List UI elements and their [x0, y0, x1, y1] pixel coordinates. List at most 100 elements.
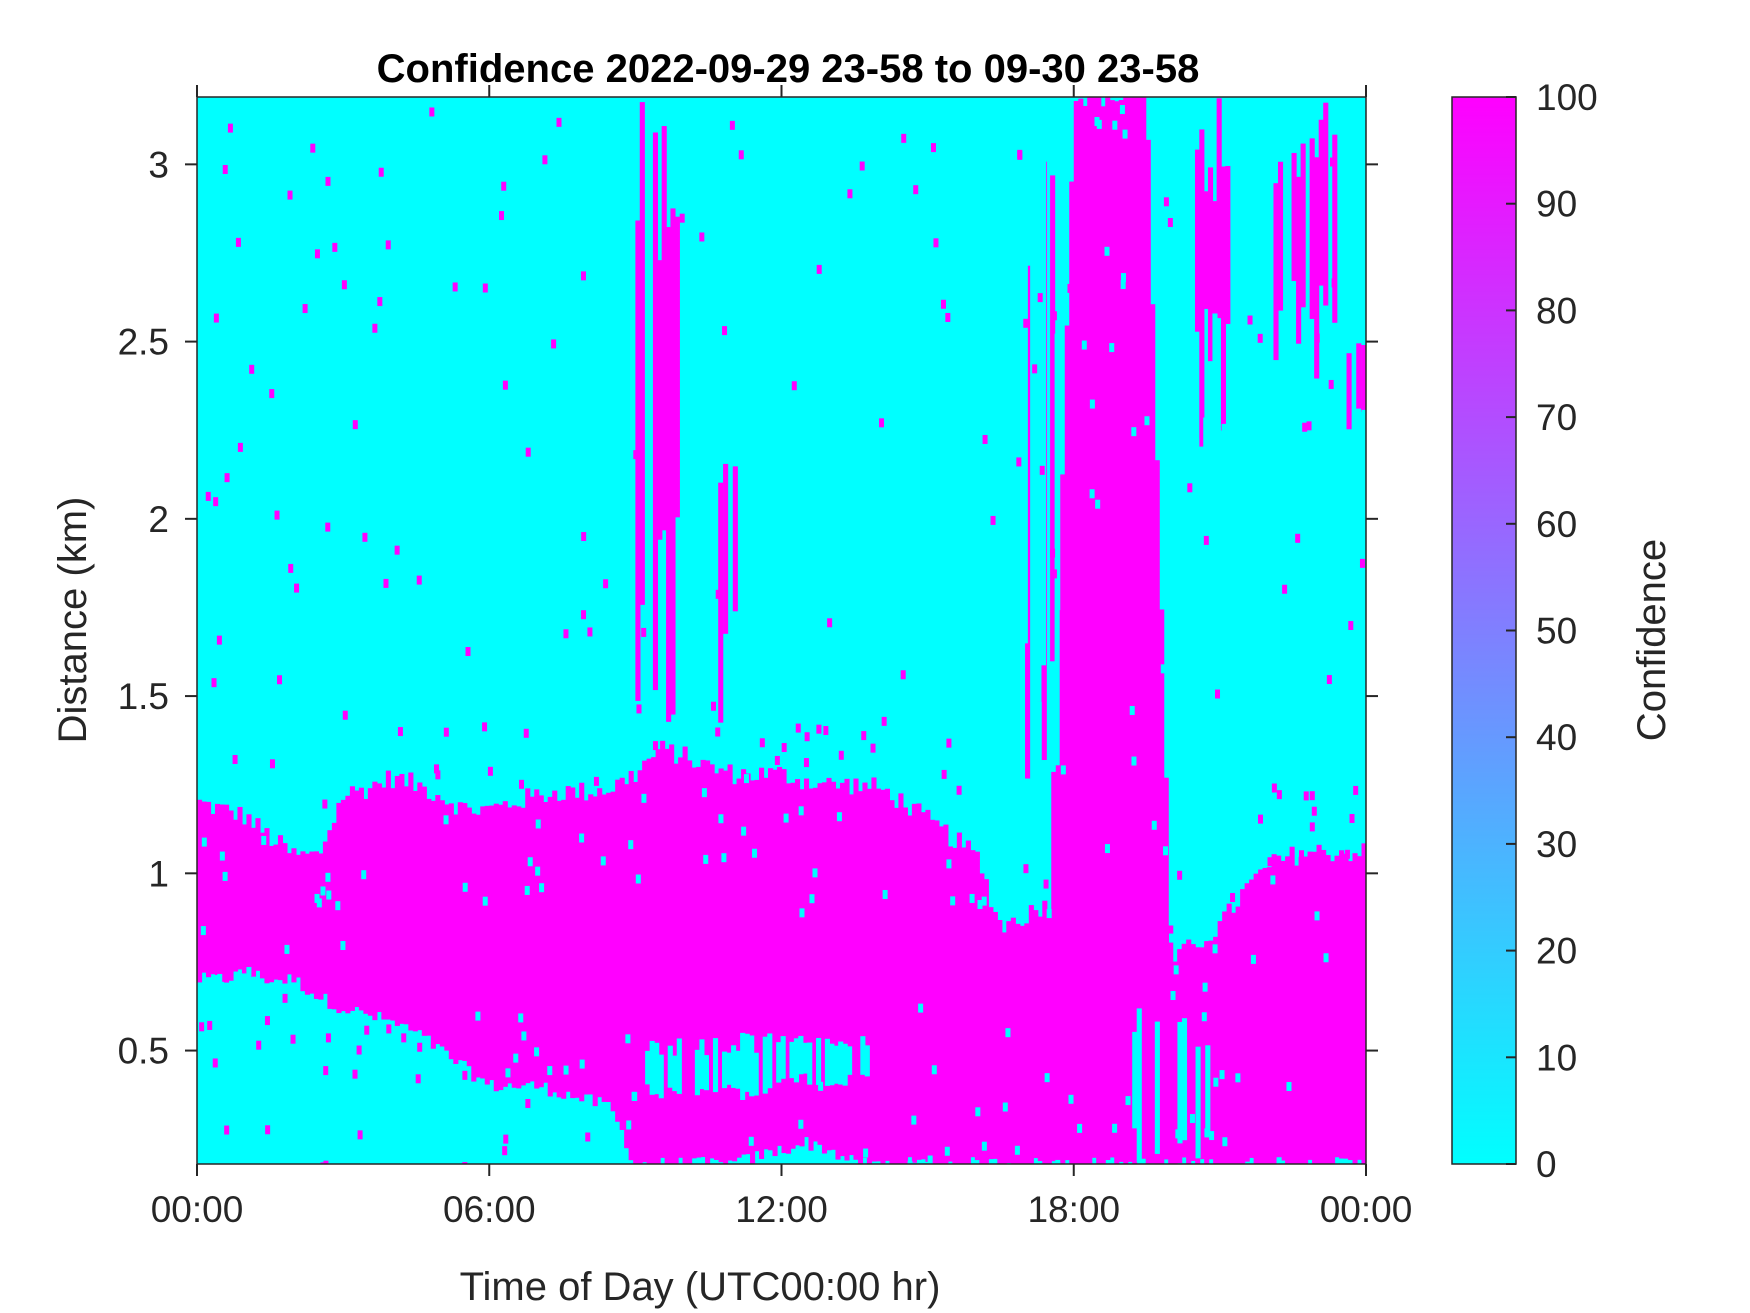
high-confidence-cell-column	[768, 768, 774, 1151]
high-confidence-cell-column	[1064, 325, 1070, 1161]
high-confidence-cell-column	[750, 780, 756, 1164]
high-confidence-cell-column	[228, 810, 234, 981]
cyan-band	[645, 1032, 773, 1101]
high-confidence-cell-column	[682, 746, 688, 1164]
high-confidence-cell-column	[1109, 100, 1115, 1158]
high-confidence-cell-column	[1073, 100, 1079, 1164]
high-confidence-cell-column	[264, 828, 270, 984]
high-confidence-cell-column	[1186, 939, 1192, 1164]
high-confidence-cell-column	[1213, 936, 1219, 1164]
high-confidence-cell-column	[619, 777, 625, 1130]
y-tick-label: 1	[148, 853, 169, 894]
high-confidence-cell-column	[718, 768, 724, 1163]
high-confidence-cell-column	[412, 790, 418, 1032]
high-confidence-cell-column	[502, 801, 508, 1087]
high-confidence-cell-column	[1244, 883, 1250, 1162]
high-confidence-cell-column	[1078, 98, 1084, 1164]
high-confidence-cell-column	[381, 787, 387, 1020]
high-confidence-cell-column	[340, 799, 346, 1012]
high-confidence-cell-column	[408, 772, 414, 1031]
high-confidence-cell-column	[462, 803, 468, 1061]
high-confidence-cell-column	[1127, 97, 1133, 1162]
high-confidence-cell-column	[480, 806, 486, 1079]
high-confidence-cell-column	[727, 764, 733, 1161]
high-confidence-cell-column	[628, 770, 634, 1161]
high-confidence-cell-column	[799, 789, 805, 1147]
high-confidence-cell-column	[871, 777, 877, 1162]
high-confidence-cell-column	[700, 759, 706, 1158]
high-confidence-cell-column	[1271, 854, 1277, 1164]
high-confidence-cell-column	[538, 795, 544, 1088]
high-confidence-cell-column	[376, 783, 382, 1013]
high-confidence-cell-column	[610, 791, 616, 1112]
high-confidence-cell-column	[866, 788, 873, 1164]
high-confidence-cell-column	[511, 805, 517, 1088]
high-confidence-cell-column	[759, 767, 765, 1159]
high-confidence-cell-column	[295, 854, 302, 978]
high-confidence-cell-column	[304, 853, 311, 995]
high-confidence-cell-column	[696, 766, 702, 1158]
x-tick-label: 18:00	[1027, 1189, 1120, 1230]
high-confidence-cell-column	[673, 763, 679, 1164]
high-confidence-cell-column	[475, 814, 481, 1078]
high-confidence-cell-column	[1060, 474, 1066, 1164]
high-confidence-cell-column	[448, 803, 454, 1060]
high-confidence-cell-column	[1285, 856, 1291, 1164]
high-confidence-cell-column	[781, 769, 787, 1154]
high-confidence-cell-column	[893, 807, 899, 1164]
high-confidence-cell-column	[601, 794, 607, 1102]
high-confidence-cell-column	[1289, 846, 1295, 1164]
high-confidence-cell-column	[255, 818, 261, 971]
high-confidence-cell-column	[637, 770, 643, 1164]
y-axis-label: Distance (km)	[51, 497, 95, 744]
high-confidence-cell-column	[430, 800, 436, 1049]
high-confidence-cell-column	[925, 809, 931, 1162]
high-confidence-cell-column	[197, 799, 203, 983]
high-confidence-cell-column	[862, 782, 868, 1158]
x-tick-label: 00:00	[151, 1189, 244, 1230]
high-confidence-cell-column	[385, 770, 391, 1020]
high-confidence-cell-column	[1010, 917, 1016, 1164]
high-confidence-cell-column	[655, 749, 661, 1164]
y-tick-label: 2.5	[118, 322, 169, 363]
high-confidence-cell-column	[911, 803, 917, 1163]
colorbar-tick-label: 50	[1536, 611, 1577, 652]
high-confidence-cell-column	[367, 788, 373, 1016]
high-confidence-cell-column	[219, 804, 225, 982]
high-confidence-cell-column	[417, 782, 423, 1031]
high-confidence-cell-column	[210, 813, 216, 975]
high-confidence-cell-column	[1159, 609, 1165, 1164]
high-confidence-cell-column	[1069, 181, 1075, 1164]
high-confidence-cell-column	[561, 799, 567, 1099]
high-confidence-cell-column	[565, 786, 571, 1092]
high-confidence-cell-column	[907, 815, 913, 1158]
high-confidence-cell-column	[812, 787, 819, 1142]
high-confidence-cell-column	[952, 847, 958, 1164]
colorbar-gradient	[1451, 96, 1517, 1165]
high-confidence-cell-column	[399, 773, 405, 1024]
high-confidence-cell-column	[965, 840, 971, 1164]
y-tick-label: 1.5	[118, 676, 169, 717]
high-confidence-cell-column	[579, 782, 585, 1102]
high-confidence-cell-column	[516, 806, 522, 1089]
high-confidence-cell-column	[313, 851, 319, 999]
high-confidence-cell-column	[1294, 865, 1300, 1164]
high-confidence-cell-column	[286, 853, 293, 975]
high-confidence-cell-column	[934, 820, 940, 1164]
high-confidence-cell-column	[979, 873, 985, 1164]
high-confidence-cell-column	[250, 827, 257, 977]
high-confidence-cell-column	[1330, 861, 1336, 1164]
high-confidence-cell-column	[318, 853, 324, 1000]
high-confidence-cell-column	[669, 744, 675, 1164]
high-confidence-cell-column	[1042, 900, 1048, 1164]
high-confidence-cell-column	[543, 801, 549, 1083]
high-confidence-cell-column	[597, 788, 603, 1098]
high-confidence-cell-column	[1226, 903, 1232, 1164]
high-confidence-cell-column	[1132, 97, 1138, 1164]
high-confidence-cell-column	[839, 782, 846, 1157]
colorbar-tick-label: 70	[1536, 397, 1577, 438]
high-confidence-cell-column	[556, 800, 562, 1098]
high-confidence-cell-column	[489, 805, 495, 1081]
high-confidence-cell-column	[817, 783, 823, 1145]
